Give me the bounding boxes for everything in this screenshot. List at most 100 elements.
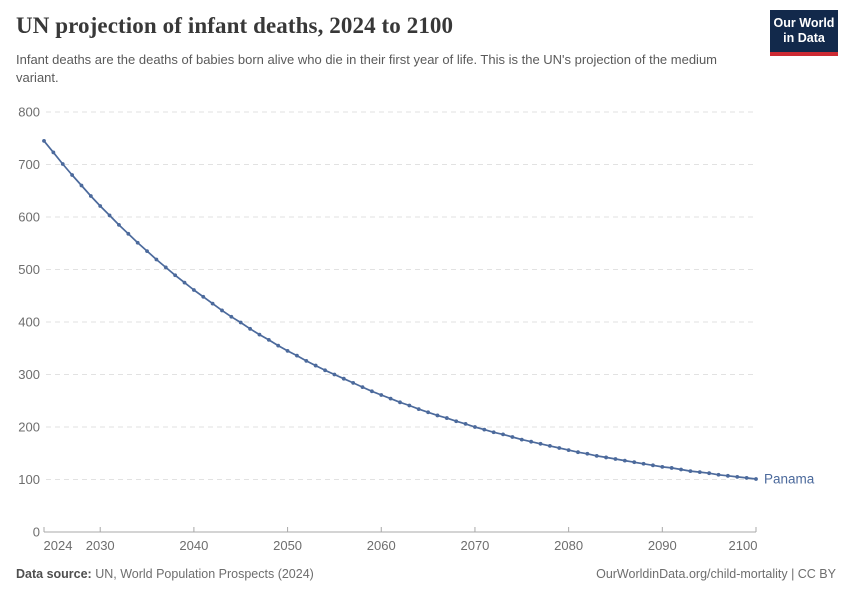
data-point[interactable] (313, 363, 318, 368)
data-point[interactable] (473, 425, 477, 429)
x-axis-tick-label: 2090 (648, 538, 677, 553)
data-point[interactable] (444, 416, 449, 420)
data-point[interactable] (341, 376, 346, 381)
data-point[interactable] (191, 288, 196, 292)
data-point[interactable] (257, 332, 262, 337)
data-point[interactable] (304, 358, 309, 363)
data-point[interactable] (454, 419, 459, 424)
data-point[interactable] (566, 448, 571, 452)
series-entity-label[interactable]: Panama (764, 471, 815, 486)
data-point[interactable] (70, 173, 75, 177)
data-point[interactable] (622, 458, 627, 463)
data-point[interactable] (163, 265, 168, 270)
data-point[interactable] (369, 389, 374, 394)
data-point[interactable] (725, 473, 730, 478)
data-point[interactable] (482, 427, 487, 432)
data-point[interactable] (463, 421, 468, 426)
data-point[interactable] (276, 343, 281, 348)
y-axis-tick-label: 700 (18, 157, 40, 172)
owid-logo-line1: Our World (773, 16, 835, 30)
data-point[interactable] (501, 432, 505, 437)
data-point[interactable] (426, 410, 431, 415)
data-point[interactable] (744, 476, 749, 480)
data-point[interactable] (491, 430, 496, 435)
data-point[interactable] (538, 441, 543, 446)
x-axis-tick-label: 2080 (554, 538, 583, 553)
data-point[interactable] (285, 348, 290, 353)
data-point[interactable] (351, 381, 356, 385)
data-point[interactable] (407, 403, 412, 408)
data-point[interactable] (173, 273, 178, 278)
data-point[interactable] (60, 162, 65, 166)
data-point[interactable] (632, 460, 637, 465)
data-point[interactable] (398, 400, 402, 405)
data-point[interactable] (594, 453, 599, 458)
owid-logo[interactable]: Our World in Data (770, 10, 838, 56)
data-point[interactable] (51, 150, 56, 155)
data-point[interactable] (210, 301, 215, 306)
credit-link[interactable]: OurWorldinData.org/child-mortality | CC … (596, 567, 836, 581)
data-point[interactable] (220, 308, 224, 313)
series-line[interactable] (43, 140, 757, 480)
data-point[interactable] (707, 471, 712, 476)
data-point[interactable] (435, 413, 440, 418)
data-point[interactable] (669, 466, 674, 470)
owid-logo-red-bar (770, 51, 838, 56)
data-source-label: Data source: (16, 567, 92, 581)
data-point[interactable] (697, 470, 702, 475)
x-axis-tick-label: 2030 (86, 538, 115, 553)
data-point[interactable] (360, 385, 365, 389)
data-point[interactable] (79, 183, 84, 188)
data-point[interactable] (117, 222, 121, 227)
data-point[interactable] (379, 393, 384, 397)
data-point[interactable] (201, 294, 206, 299)
data-point[interactable] (510, 435, 515, 439)
data-point[interactable] (679, 467, 683, 472)
data-point[interactable] (332, 372, 337, 377)
x-axis-tick-label: 2050 (273, 538, 302, 553)
data-point[interactable] (688, 469, 693, 473)
data-point[interactable] (576, 450, 580, 455)
data-point[interactable] (529, 439, 534, 444)
data-point[interactable] (266, 337, 271, 342)
data-point[interactable] (323, 368, 327, 373)
data-point[interactable] (238, 320, 243, 325)
data-point[interactable] (126, 231, 131, 236)
data-point[interactable] (229, 314, 234, 319)
data-point[interactable] (585, 451, 590, 456)
data-point[interactable] (735, 474, 740, 479)
data-point[interactable] (651, 463, 655, 468)
y-axis-tick-label: 400 (18, 315, 40, 330)
data-point[interactable] (42, 138, 46, 143)
data-point[interactable] (716, 472, 721, 477)
data-point[interactable] (135, 240, 140, 245)
chart-subtitle: Infant deaths are the deaths of babies b… (16, 52, 718, 86)
data-point[interactable] (613, 457, 618, 461)
data-point[interactable] (145, 249, 149, 254)
data-point[interactable] (182, 280, 187, 285)
data-point[interactable] (754, 477, 758, 481)
data-point[interactable] (660, 465, 665, 469)
x-axis-tick-label: 2070 (460, 538, 489, 553)
data-source-text: UN, World Population Prospects (2024) (91, 567, 314, 581)
data-point[interactable] (154, 257, 159, 262)
data-point[interactable] (295, 353, 299, 358)
data-point[interactable] (547, 444, 552, 448)
data-point[interactable] (641, 461, 646, 466)
data-point[interactable] (557, 446, 562, 450)
data-point[interactable] (248, 326, 253, 331)
x-axis-tick-label: 2024 (44, 538, 73, 553)
data-point[interactable] (88, 194, 93, 198)
data-point[interactable] (519, 437, 524, 442)
y-axis-tick-label: 100 (18, 472, 40, 487)
data-point[interactable] (604, 455, 609, 460)
y-axis-tick-label: 800 (18, 105, 40, 120)
data-point[interactable] (107, 213, 112, 218)
y-axis-tick-label: 300 (18, 367, 40, 382)
data-point[interactable] (98, 204, 103, 208)
owid-logo-line2: in Data (783, 31, 825, 46)
data-point[interactable] (416, 407, 421, 412)
data-point[interactable] (388, 396, 393, 401)
x-axis-tick-label: 2060 (367, 538, 396, 553)
